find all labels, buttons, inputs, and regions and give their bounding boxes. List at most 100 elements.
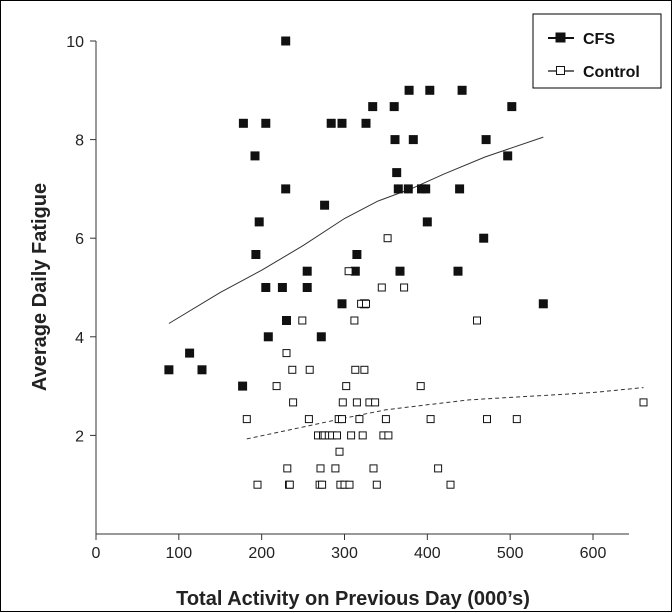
control-point bbox=[639, 398, 648, 407]
cfs-point bbox=[408, 135, 418, 145]
cfs-point bbox=[281, 184, 291, 194]
cfs-point bbox=[455, 184, 465, 194]
cfs-point bbox=[503, 151, 513, 161]
legend: CFS Control bbox=[532, 13, 662, 89]
legend-marker-control bbox=[556, 66, 565, 75]
control-point bbox=[338, 415, 346, 424]
cfs-point bbox=[390, 135, 400, 145]
x-tick-label: 500 bbox=[497, 545, 524, 562]
x-tick-label: 300 bbox=[331, 545, 358, 562]
control-point bbox=[288, 365, 297, 374]
y-tick-label: 2 bbox=[75, 428, 84, 445]
control-point bbox=[352, 398, 361, 407]
control-point bbox=[344, 267, 353, 276]
control-point bbox=[483, 415, 491, 424]
control-point bbox=[318, 480, 327, 489]
control-point bbox=[345, 480, 354, 489]
control-point bbox=[285, 480, 294, 489]
cfs-point bbox=[326, 118, 336, 128]
cfs-point bbox=[316, 332, 326, 342]
control-point bbox=[446, 480, 455, 489]
control-point bbox=[272, 382, 281, 391]
cfs-point bbox=[261, 118, 271, 128]
y-axis-title: Average Daily Fatigue bbox=[29, 183, 51, 391]
control-point bbox=[372, 480, 381, 489]
x-tick-label: 100 bbox=[165, 545, 192, 562]
legend-item-control: Control bbox=[548, 64, 640, 81]
control-point bbox=[335, 447, 344, 456]
control-point bbox=[333, 431, 341, 440]
control-point bbox=[305, 365, 314, 374]
control-point bbox=[355, 415, 364, 424]
cfs-point bbox=[368, 102, 378, 112]
control-point bbox=[253, 480, 262, 489]
legend-marker-cfs bbox=[555, 32, 566, 43]
cfs-point bbox=[185, 348, 195, 358]
cfs-point bbox=[403, 184, 413, 194]
control-point bbox=[426, 415, 435, 424]
control-point bbox=[362, 299, 370, 308]
cfs-point bbox=[337, 118, 347, 128]
control-point bbox=[298, 316, 307, 325]
control-point bbox=[381, 415, 390, 424]
legend-box bbox=[532, 13, 662, 89]
control-point bbox=[316, 464, 325, 473]
cfs-point bbox=[302, 266, 312, 276]
data-points bbox=[164, 36, 648, 489]
control-point bbox=[377, 283, 386, 292]
control-point bbox=[304, 415, 313, 424]
control-point bbox=[383, 234, 392, 243]
y-tick-label: 6 bbox=[75, 231, 84, 248]
x-tick-label: 400 bbox=[414, 545, 441, 562]
cfs-point bbox=[457, 85, 467, 95]
cfs-point bbox=[481, 135, 491, 145]
cfs-trendline bbox=[168, 136, 544, 324]
control-point bbox=[371, 398, 380, 407]
cfs-point bbox=[254, 217, 264, 227]
control-point bbox=[347, 431, 356, 440]
control-point bbox=[289, 398, 298, 407]
control-point bbox=[473, 316, 481, 325]
cfs-point bbox=[238, 118, 248, 128]
cfs-point bbox=[281, 36, 291, 46]
y-tick-label: 4 bbox=[75, 330, 84, 347]
legend-label-control: Control bbox=[583, 64, 640, 81]
control-point bbox=[342, 382, 351, 391]
control-point bbox=[358, 431, 367, 440]
cfs-point bbox=[421, 184, 431, 194]
cfs-point bbox=[250, 151, 260, 161]
control-point bbox=[283, 464, 292, 473]
y-tick-label: 10 bbox=[66, 34, 84, 51]
control-point bbox=[338, 398, 347, 407]
cfs-point bbox=[361, 118, 371, 128]
cfs-point bbox=[393, 184, 403, 194]
cfs-point bbox=[352, 250, 362, 259]
cfs-point bbox=[389, 102, 399, 112]
cfs-point bbox=[277, 283, 287, 292]
cfs-point bbox=[404, 85, 414, 95]
cfs-point bbox=[197, 365, 207, 375]
control-point bbox=[350, 316, 359, 325]
control-point bbox=[434, 464, 443, 473]
control-trendline bbox=[246, 387, 644, 440]
cfs-point bbox=[320, 200, 330, 210]
x-tick-label: 600 bbox=[580, 545, 607, 562]
trendlines bbox=[168, 136, 644, 440]
control-point bbox=[384, 431, 393, 440]
control-point bbox=[331, 464, 340, 473]
cfs-point bbox=[238, 381, 248, 391]
cfs-point bbox=[261, 283, 271, 292]
cfs-point bbox=[479, 233, 489, 243]
ticks: 0 100 200 300 400 500 600 2 4 6 8 10 bbox=[66, 34, 606, 562]
cfs-point bbox=[425, 85, 435, 95]
control-point bbox=[369, 464, 378, 473]
cfs-point bbox=[422, 217, 432, 227]
y-tick-label: 8 bbox=[75, 133, 84, 150]
cfs-point bbox=[164, 365, 174, 375]
cfs-point bbox=[395, 266, 405, 276]
x-tick-label: 200 bbox=[248, 545, 275, 562]
x-axis-title: Total Activity on Previous Day (000’s) bbox=[176, 588, 530, 610]
control-point bbox=[512, 415, 521, 424]
control-point bbox=[282, 349, 291, 358]
